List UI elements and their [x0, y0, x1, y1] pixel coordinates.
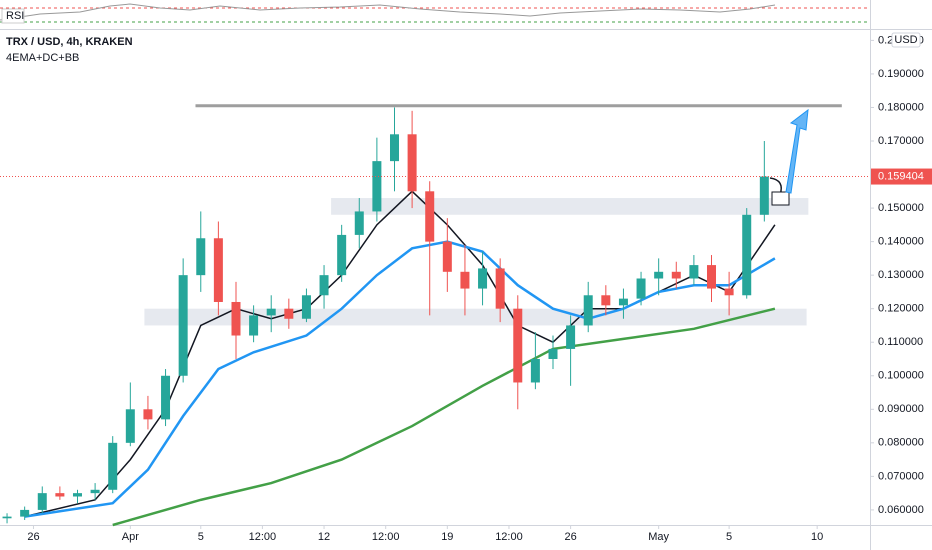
candle-body	[284, 308, 294, 319]
y-tick-label: 0.190000	[878, 68, 924, 80]
y-tick-label: 0.080000	[878, 437, 924, 449]
candle-body	[407, 134, 417, 192]
y-tick-label: 0.130000	[878, 269, 924, 281]
candle-body	[601, 295, 611, 306]
candle-body	[337, 234, 347, 276]
candle-body	[319, 275, 329, 296]
candle-body	[583, 295, 593, 326]
currency-label: USD	[894, 34, 917, 46]
x-tick-label: 10	[811, 531, 823, 543]
x-tick-label: 12:00	[249, 531, 277, 543]
candle-body	[389, 134, 399, 162]
candle-body	[231, 301, 241, 336]
candle-body	[513, 308, 523, 383]
candle-body	[706, 265, 716, 289]
x-tick-label: 12:00	[495, 531, 523, 543]
rsi-line	[0, 3, 776, 21]
candle-body	[618, 298, 628, 306]
y-tick-label: 0.090000	[878, 403, 924, 415]
currency-box	[891, 32, 921, 48]
candle-body	[249, 315, 259, 336]
projection-arrow	[769, 108, 809, 206]
x-tick-label: 12:00	[372, 531, 400, 543]
candle-body	[20, 509, 30, 517]
x-tick-label: 5	[726, 531, 732, 543]
candle-body	[724, 288, 734, 296]
x-tick-label: Apr	[122, 531, 139, 543]
plot	[0, 104, 870, 527]
candle-body	[125, 409, 135, 443]
last-price-label: 0.159404	[878, 170, 924, 182]
y-tick-label: 0.100000	[878, 370, 924, 382]
candle-body	[37, 493, 47, 510]
candle-body	[442, 241, 452, 272]
y-tick-label: 0.170000	[878, 135, 924, 147]
candle-body	[654, 271, 664, 279]
candle-body	[90, 489, 100, 494]
zone	[331, 198, 809, 215]
x-tick-label: 19	[441, 531, 453, 543]
rsi-label: RSI	[6, 10, 24, 22]
ema-line	[112, 307, 776, 527]
candle-body	[178, 275, 188, 376]
rsi-pane: RSI	[0, 3, 932, 30]
y-tick-label: 0.070000	[878, 470, 924, 482]
candle-body	[742, 214, 752, 296]
chart-subtitle: 4EMA+DC+BB	[6, 52, 79, 64]
candle-body	[213, 238, 223, 302]
arrow-box	[771, 191, 790, 206]
y-tick-label: 0.140000	[878, 236, 924, 248]
candle-body	[143, 409, 153, 420]
y-tick-label: 0.060000	[878, 504, 924, 516]
y-tick-label: 0.180000	[878, 101, 924, 113]
candle-body	[530, 358, 540, 383]
candle-body	[689, 265, 699, 279]
chart-title: TRX / USD, 4h, KRAKEN	[6, 36, 133, 48]
candle-body	[759, 176, 769, 215]
candle-body	[72, 493, 82, 497]
x-tick-label: 5	[198, 531, 204, 543]
candle-body	[548, 348, 558, 359]
y-tick-label: 0.120000	[878, 303, 924, 315]
x-tick-label: May	[648, 531, 669, 543]
arrow-head	[785, 108, 809, 194]
candle-body	[55, 493, 65, 497]
candle-body	[636, 278, 646, 299]
candle-body	[196, 238, 206, 276]
candle-body	[495, 268, 505, 309]
x-tick-label: 26	[27, 531, 39, 543]
axes: 0.060000 0.070000 0.080000 0.090000 0.100000…	[27, 32, 932, 543]
candle-body	[566, 325, 576, 349]
candle-body	[372, 161, 382, 212]
candle-body	[108, 442, 118, 490]
candle-body	[671, 271, 681, 279]
candle-body	[301, 295, 311, 319]
candle-body	[161, 375, 171, 420]
rsi-label-box	[1, 8, 25, 24]
last-price-box	[871, 168, 932, 185]
candle-body	[354, 211, 364, 235]
candle-body	[425, 191, 435, 242]
x-tick-label: 26	[564, 531, 576, 543]
y-tick-label: 0.150000	[878, 202, 924, 214]
candle-body	[478, 268, 488, 289]
y-tick-label: 0.110000	[878, 336, 923, 348]
candle-body	[266, 308, 276, 316]
x-tick-label: 12	[318, 531, 330, 543]
candle-body	[460, 271, 470, 289]
candle-body	[2, 516, 12, 519]
